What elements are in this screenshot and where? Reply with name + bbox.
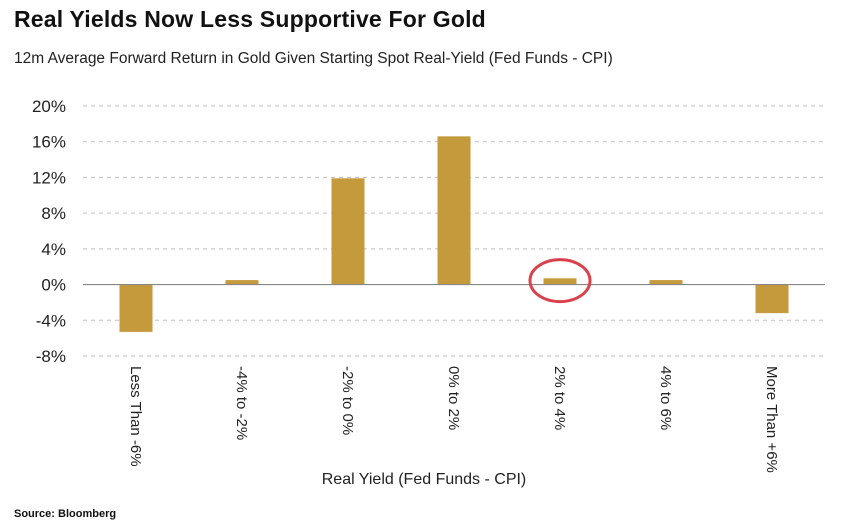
bar [437, 136, 471, 285]
y-tick-label: -8% [36, 347, 66, 366]
x-axis-title: Real Yield (Fed Funds - CPI) [322, 471, 527, 488]
bar [755, 284, 789, 314]
bar [543, 278, 577, 285]
x-tick-label: 0% to 2% [445, 366, 462, 430]
x-axis-tick-labels: Less Than -6% -4% to -2% -2% to 0% 0% to 2%… [127, 366, 780, 473]
bar [119, 284, 153, 332]
y-tick-label: 16% [32, 133, 66, 152]
x-tick-label: -4% to -2% [233, 366, 250, 440]
x-tick-label: Less Than -6% [127, 366, 144, 467]
x-tick-label: 4% to 6% [657, 366, 674, 430]
y-tick-label: 4% [41, 240, 66, 259]
y-tick-label: 20% [32, 97, 66, 116]
x-tick-label: -2% to 0% [339, 366, 356, 435]
x-tick-label: 2% to 4% [551, 366, 568, 430]
chart-subtitle: 12m Average Forward Return in Gold Given… [14, 50, 613, 67]
bar-chart: 20% 16% 12% 8% 4% 0% -4% -8% Less Than -6% -4% t… [32, 97, 825, 488]
chart-title: Real Yields Now Less Supportive For Gold [14, 6, 486, 32]
source-note: Source: Bloomberg [14, 508, 117, 520]
highlight-ring [528, 258, 592, 304]
bar [649, 280, 683, 285]
y-tick-label: 8% [41, 204, 66, 223]
bar [331, 178, 365, 285]
y-tick-label: 0% [41, 276, 66, 295]
y-tick-label: 12% [32, 168, 66, 187]
bar [225, 280, 259, 285]
y-axis-ticks: 20% 16% 12% 8% 4% 0% -4% -8% [32, 97, 66, 366]
bars [119, 136, 789, 332]
highlight-annotation [528, 258, 592, 304]
y-tick-label: -4% [36, 311, 66, 330]
x-tick-label: More Than +6% [763, 366, 780, 473]
